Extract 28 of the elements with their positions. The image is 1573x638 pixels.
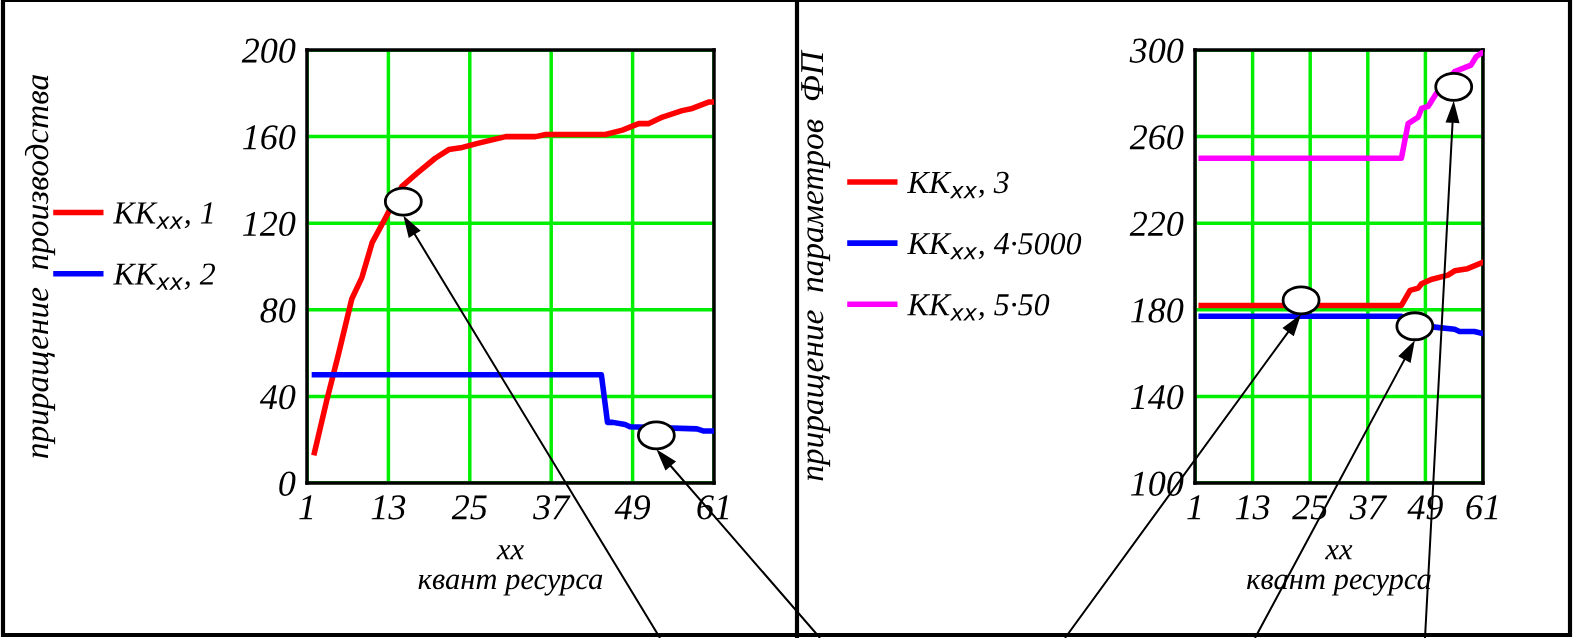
y-axis-title: приращение параметров ФП <box>801 49 831 481</box>
x-tick-label: 1 <box>299 495 313 520</box>
y-tick-label: 0 <box>279 471 296 496</box>
y-tick-label: 200 <box>241 38 296 63</box>
x-tick-label: 37 <box>1349 495 1388 520</box>
y-tick-label: 160 <box>243 125 296 150</box>
legend-label: KK$_{xx}$, 5·50 <box>907 293 1050 321</box>
legend-label: KK$_{xx}$, 2 <box>113 263 215 290</box>
y-tick-label: 180 <box>1131 298 1184 323</box>
y-tick-label: 40 <box>259 384 296 410</box>
legend-label: KK$_{xx}$, 1 <box>113 202 213 229</box>
legend-label: KK$_{xx}$, 3 <box>907 171 1009 199</box>
x-tick-label: 13 <box>371 495 406 520</box>
legend-label: KK$_{xx}$, 4·5000 <box>907 232 1082 260</box>
y-tick-label: 260 <box>1129 125 1184 150</box>
x-tick-label: 49 <box>614 495 651 520</box>
x-axis-title: xx квант ресурса <box>418 545 603 596</box>
x-tick-label: 37 <box>533 495 571 520</box>
y-tick-label: 120 <box>243 211 296 237</box>
x-tick-label: 1 <box>1187 495 1201 520</box>
y-axis-title: приращение производства <box>24 75 56 458</box>
y-tick-label: 300 <box>1129 38 1184 63</box>
y-tick-label: 140 <box>1131 384 1184 410</box>
x-tick-label: 25 <box>451 495 487 520</box>
y-tick-label: 220 <box>1129 211 1184 237</box>
x-tick-label: 61 <box>1466 495 1498 520</box>
y-tick-label: 80 <box>260 298 296 323</box>
x-tick-label: 13 <box>1235 495 1270 520</box>
